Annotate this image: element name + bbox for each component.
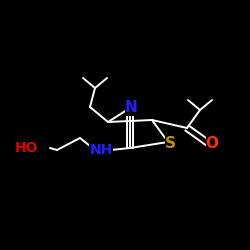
Text: NH: NH [90, 143, 112, 157]
Text: O: O [206, 136, 218, 150]
Text: S: S [164, 136, 175, 150]
Text: N: N [124, 100, 138, 116]
Text: HO: HO [14, 141, 38, 155]
